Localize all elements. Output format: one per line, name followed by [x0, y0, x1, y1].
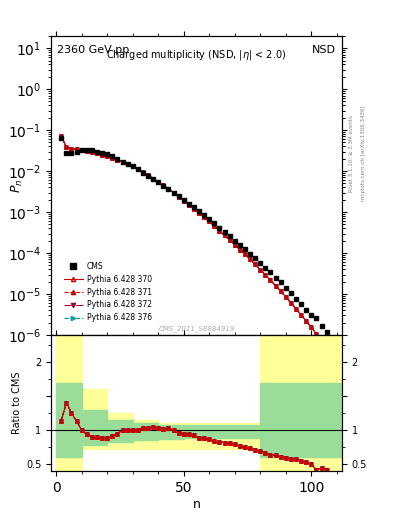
Text: Charged multiplicity (NSD, $|\eta|$ < 2.0): Charged multiplicity (NSD, $|\eta|$ < 2.…: [107, 48, 286, 62]
X-axis label: n: n: [193, 498, 200, 510]
Text: Rivet 3.1.10; ≥ 3.3M events: Rivet 3.1.10; ≥ 3.3M events: [349, 115, 354, 192]
Text: NSD: NSD: [312, 45, 336, 55]
Y-axis label: $P_n$: $P_n$: [10, 178, 25, 193]
Legend: CMS, Pythia 6.428 370, Pythia 6.428 371, Pythia 6.428 372, Pythia 6.428 376: CMS, Pythia 6.428 370, Pythia 6.428 371,…: [61, 259, 155, 325]
Text: 2360 GeV pp: 2360 GeV pp: [57, 45, 129, 55]
Y-axis label: Ratio to CMS: Ratio to CMS: [12, 372, 22, 434]
Text: mcplots.cern.ch [arXiv:1306.3436]: mcplots.cern.ch [arXiv:1306.3436]: [361, 106, 366, 201]
Text: CMS_2011_S8884919: CMS_2011_S8884919: [158, 325, 235, 332]
